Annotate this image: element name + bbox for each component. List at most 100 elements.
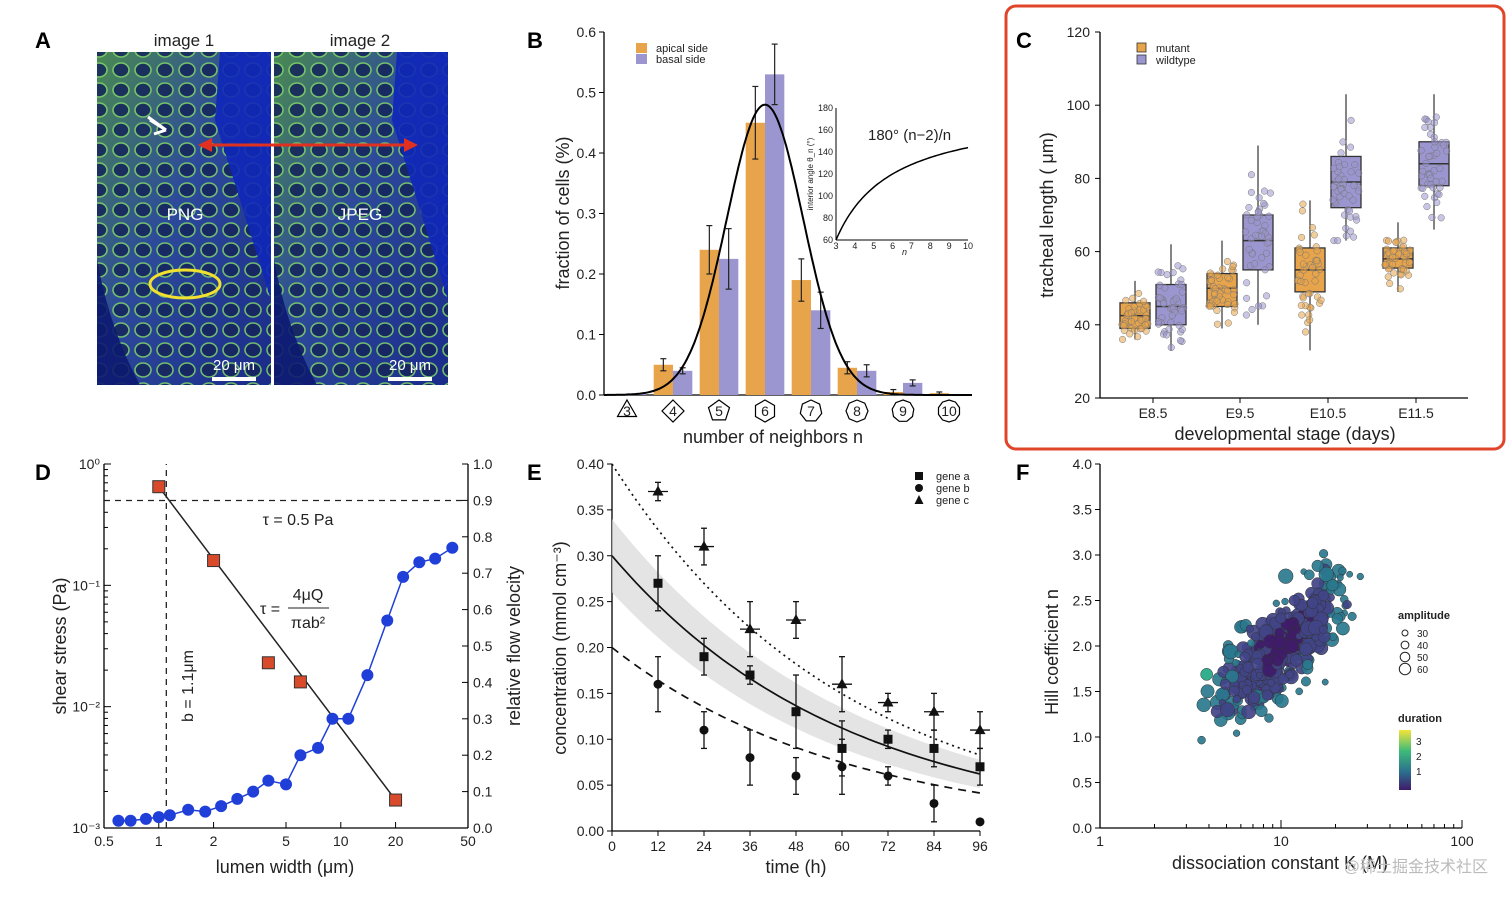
y-tick-label: 1.5 (1073, 684, 1093, 700)
legend-swatch (636, 43, 647, 53)
data-point (1346, 570, 1354, 578)
highlight-frame (1004, 4, 1506, 451)
data-point (1154, 268, 1162, 276)
x-tick-label: 48 (788, 838, 804, 854)
x-tick-label: 3 (623, 403, 631, 419)
inset-x-tick: 7 (909, 241, 914, 251)
color-legend-label: 3 (1416, 737, 1422, 748)
data-point (1247, 171, 1256, 179)
scale-bar-label-1: 20 μm (213, 357, 255, 374)
circle-marker (837, 762, 847, 772)
shear-stress-point (152, 480, 166, 494)
data-point (1334, 237, 1342, 245)
flow-velocity-point (152, 811, 165, 824)
y-axis-label: tracheal length ( μm) (1037, 132, 1057, 297)
data-point (1331, 613, 1343, 625)
y-tick-label: 10⁻³ (72, 820, 100, 836)
inset-y-tick: 140 (818, 147, 833, 157)
panel-b-label: B (527, 28, 543, 53)
data-point (1126, 330, 1134, 338)
data-point (1167, 343, 1175, 352)
data-point (1179, 265, 1187, 273)
data-point (1321, 678, 1329, 686)
legend-swatch (1136, 42, 1147, 53)
data-point (1255, 194, 1263, 202)
flow-velocity-point (446, 541, 459, 554)
y-axis-label: shear stress (Pa) (50, 577, 70, 714)
data-point (1254, 208, 1262, 216)
size-legend-label: 40 (1417, 641, 1429, 652)
data-point (1261, 266, 1269, 274)
data-point (1229, 263, 1237, 271)
data-point (1389, 260, 1397, 268)
inset-y-tick: 60 (823, 235, 833, 245)
data-point (1305, 290, 1313, 298)
micrograph-jpeg (274, 52, 448, 385)
panel-d-label: D (35, 460, 51, 485)
data-point (1156, 294, 1164, 302)
data-point (1247, 691, 1261, 704)
data-point (1339, 138, 1347, 146)
polygon-6-icon (754, 399, 776, 423)
data-point (1299, 200, 1307, 208)
b-annotation: b = 1.1μm (180, 650, 197, 722)
x-tick-label: 84 (926, 838, 942, 854)
square-marker (699, 652, 709, 662)
x-tick-label: E11.5 (1398, 405, 1434, 421)
x-tick-label: E9.5 (1226, 405, 1255, 421)
size-legend-title: amplitude (1398, 610, 1450, 622)
square-marker (975, 762, 985, 772)
y-tick-label: 2.5 (1073, 593, 1093, 609)
data-point (1329, 196, 1337, 204)
data-point (1405, 258, 1414, 266)
y-tick-label: 0.30 (577, 548, 604, 564)
data-point (1298, 207, 1306, 215)
data-point (1347, 168, 1355, 176)
data-point (1213, 320, 1222, 328)
x-axis-label: developmental stage (days) (1174, 424, 1395, 444)
triangle-marker (744, 623, 756, 634)
inset-y-tick: 100 (818, 191, 833, 201)
data-point (1118, 335, 1127, 343)
panel-b: B 0.0 0.1 0.2 0.3 0.4 0.5 0.6 3 4 5 6 7 8 9 10 number o… (527, 24, 973, 447)
size-legend-label: 60 (1417, 665, 1429, 676)
data-point (1127, 317, 1135, 325)
data-point (1260, 199, 1268, 207)
data-point (1262, 292, 1271, 300)
x-tick-label: 8 (853, 403, 861, 419)
data-point (1247, 216, 1255, 225)
data-point (1251, 260, 1259, 268)
x-tick-label: 6 (761, 403, 769, 419)
data-point (1224, 274, 1232, 282)
data-point (1122, 296, 1130, 304)
square-marker (929, 743, 939, 753)
data-point (1298, 233, 1306, 241)
inset-x-label: n (902, 247, 907, 257)
yellow-ellipse (148, 268, 222, 300)
data-point (1160, 299, 1168, 308)
equation-denominator: πab² (291, 615, 326, 632)
data-point (1288, 594, 1300, 607)
triangle-marker (974, 724, 986, 735)
inset-x-tick: 4 (852, 241, 857, 251)
data-point (1243, 294, 1251, 302)
fit-line (158, 486, 397, 801)
flow-velocity-point (199, 805, 212, 818)
data-point (1261, 689, 1273, 701)
x-tick-label: 2 (210, 833, 218, 849)
data-point (1429, 184, 1437, 192)
x-tick-label: 0 (608, 838, 616, 854)
flow-velocity-point (397, 570, 410, 583)
triangle-marker (836, 678, 848, 689)
inset-x-tick: 9 (947, 241, 952, 251)
data-point (1206, 269, 1214, 277)
data-point (1335, 163, 1343, 171)
data-point (1274, 627, 1285, 639)
data-point (1278, 568, 1294, 584)
color-legend-bar (1399, 730, 1411, 790)
image1-title: image 1 (154, 31, 214, 50)
data-point (1266, 189, 1274, 197)
data-point (1349, 233, 1358, 241)
y-tick-label: 10⁻¹ (72, 577, 100, 593)
